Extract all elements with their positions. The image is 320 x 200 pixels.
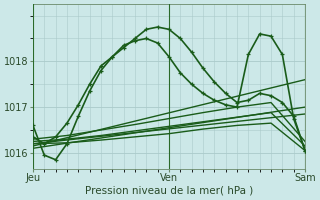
X-axis label: Pression niveau de la mer( hPa ): Pression niveau de la mer( hPa ) [85, 186, 253, 196]
